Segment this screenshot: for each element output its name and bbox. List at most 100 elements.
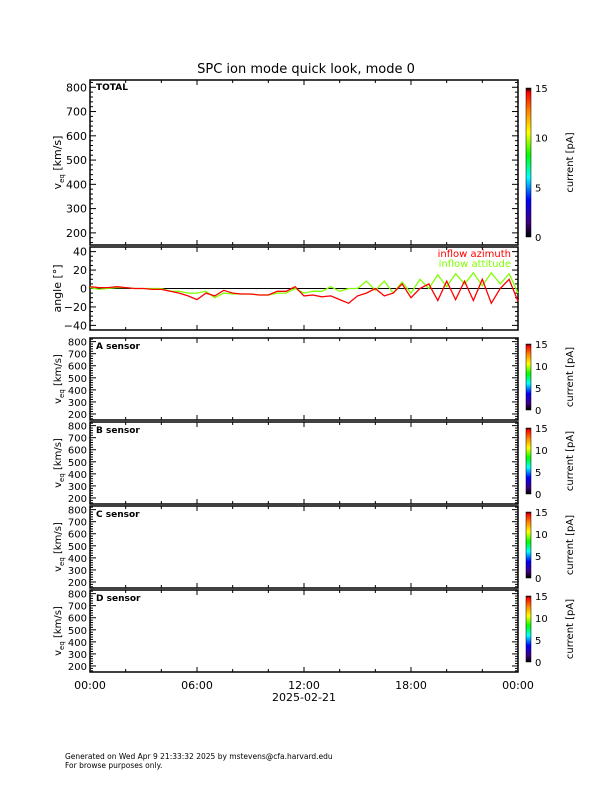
colorbar [525, 87, 532, 238]
y-tick-label: 600 [66, 130, 87, 143]
colorbar-tick-label: 15 [535, 84, 548, 95]
colorbar-tick-label: 0 [535, 658, 541, 669]
x-axis-date: 2025-02-21 [272, 691, 336, 704]
y-tick-label: 600 [68, 530, 87, 541]
y-tick-label: 800 [66, 81, 87, 94]
colorbar-label: current [pA] [565, 515, 576, 575]
colorbar [525, 511, 532, 579]
panel-frame [89, 589, 519, 673]
x-tick-label: 00:00 [74, 679, 106, 692]
y-tick-label: 0 [80, 283, 87, 296]
colorbar-label: current [pA] [565, 347, 576, 407]
y-tick-label: 500 [68, 542, 87, 553]
colorbar-tick-label: 5 [535, 183, 541, 194]
y-tick-label: 700 [68, 434, 87, 445]
y-tick-label: 300 [66, 203, 87, 216]
x-tick-label: 18:00 [395, 679, 427, 692]
colorbar-tick-label: 0 [535, 406, 541, 417]
y-tick-label: 200 [68, 494, 87, 505]
colorbar-tick-label: 10 [535, 530, 548, 541]
panel-label: D sensor [96, 594, 141, 604]
colorbar-tick-label: 5 [535, 636, 541, 647]
y-tick-label: 200 [68, 578, 87, 589]
colorbar-tick-label: 5 [535, 552, 541, 563]
y-tick-label: 300 [68, 650, 87, 661]
y-tick-label: 800 [68, 338, 87, 349]
legend-entry: inflow attitude [439, 259, 511, 270]
y-tick-label: 200 [68, 662, 87, 673]
y-tick-label: 700 [68, 518, 87, 529]
colorbar-tick-label: 10 [535, 134, 548, 145]
y-tick-label: 400 [68, 386, 87, 397]
panel-frame [89, 505, 519, 589]
panel-label: B sensor [96, 426, 140, 436]
y-tick-label: 400 [68, 470, 87, 481]
colorbar-tick-label: 15 [535, 508, 548, 519]
y-tick-label: 400 [68, 554, 87, 565]
colorbar-label: current [pA] [565, 599, 576, 659]
colorbar-tick-label: 0 [535, 574, 541, 585]
colorbar-tick-label: 15 [535, 340, 548, 351]
y-axis-label: angle [°] [51, 264, 64, 312]
y-axis-label: veq [km/s] [53, 438, 66, 488]
y-tick-label: 500 [68, 374, 87, 385]
y-tick-label: 200 [68, 410, 87, 421]
footer-note: For browse purposes only. [65, 761, 163, 770]
y-tick-label: −20 [64, 301, 87, 314]
series-line-inflow-attitude [89, 271, 519, 299]
y-tick-label: 700 [68, 350, 87, 361]
plot-title: SPC ion mode quick look, mode 0 [197, 62, 415, 77]
y-tick-label: 500 [66, 154, 87, 167]
panel-label: A sensor [96, 342, 141, 352]
colorbar-tick-label: 0 [535, 233, 541, 244]
y-tick-label: 400 [68, 638, 87, 649]
x-tick-label: 12:00 [288, 679, 320, 692]
colorbar-label: current [pA] [565, 132, 576, 192]
y-tick-label: 40 [73, 246, 87, 259]
y-tick-label: 600 [68, 362, 87, 373]
legend-entry: inflow azimuth [438, 249, 511, 260]
panel-label: C sensor [96, 510, 140, 520]
y-tick-label: 600 [68, 614, 87, 625]
y-tick-label: 700 [68, 602, 87, 613]
colorbar-tick-label: 15 [535, 424, 548, 435]
y-tick-label: 300 [68, 482, 87, 493]
panel-frame [89, 337, 519, 421]
colorbar [525, 427, 532, 495]
colorbar-tick-label: 10 [535, 614, 548, 625]
colorbar-tick-label: 10 [535, 362, 548, 373]
series-line-inflow-azimuth [89, 277, 519, 305]
footer-generated: Generated on Wed Apr 9 21:33:32 2025 by … [65, 752, 333, 761]
colorbar-tick-label: 10 [535, 446, 548, 457]
y-tick-label: 500 [68, 458, 87, 469]
x-tick-label: 06:00 [181, 679, 213, 692]
x-tick-label: 00:00 [502, 679, 534, 692]
y-tick-label: 300 [68, 566, 87, 577]
y-tick-label: 800 [68, 590, 87, 601]
y-tick-label: 300 [68, 398, 87, 409]
colorbar-label: current [pA] [565, 431, 576, 491]
y-tick-label: 20 [73, 264, 87, 277]
colorbar-tick-label: 15 [535, 592, 548, 603]
y-axis-label: veq [km/s] [53, 522, 66, 572]
panel-frame [89, 79, 519, 246]
colorbar [525, 595, 532, 663]
y-tick-label: 500 [68, 626, 87, 637]
colorbar-tick-label: 0 [535, 490, 541, 501]
y-tick-label: 800 [68, 506, 87, 517]
y-axis-label: veq [km/s] [53, 606, 66, 656]
y-tick-label: 200 [66, 227, 87, 240]
y-axis-label: veq [km/s] [51, 136, 66, 190]
panel-frame [89, 421, 519, 505]
y-tick-label: 400 [66, 178, 87, 191]
colorbar [525, 343, 532, 411]
colorbar-tick-label: 5 [535, 468, 541, 479]
y-tick-label: 700 [66, 106, 87, 119]
y-tick-label: 600 [68, 446, 87, 457]
y-axis-label: veq [km/s] [53, 354, 66, 404]
panel-label: TOTAL [96, 83, 128, 93]
y-tick-label: 800 [68, 422, 87, 433]
colorbar-tick-label: 5 [535, 384, 541, 395]
